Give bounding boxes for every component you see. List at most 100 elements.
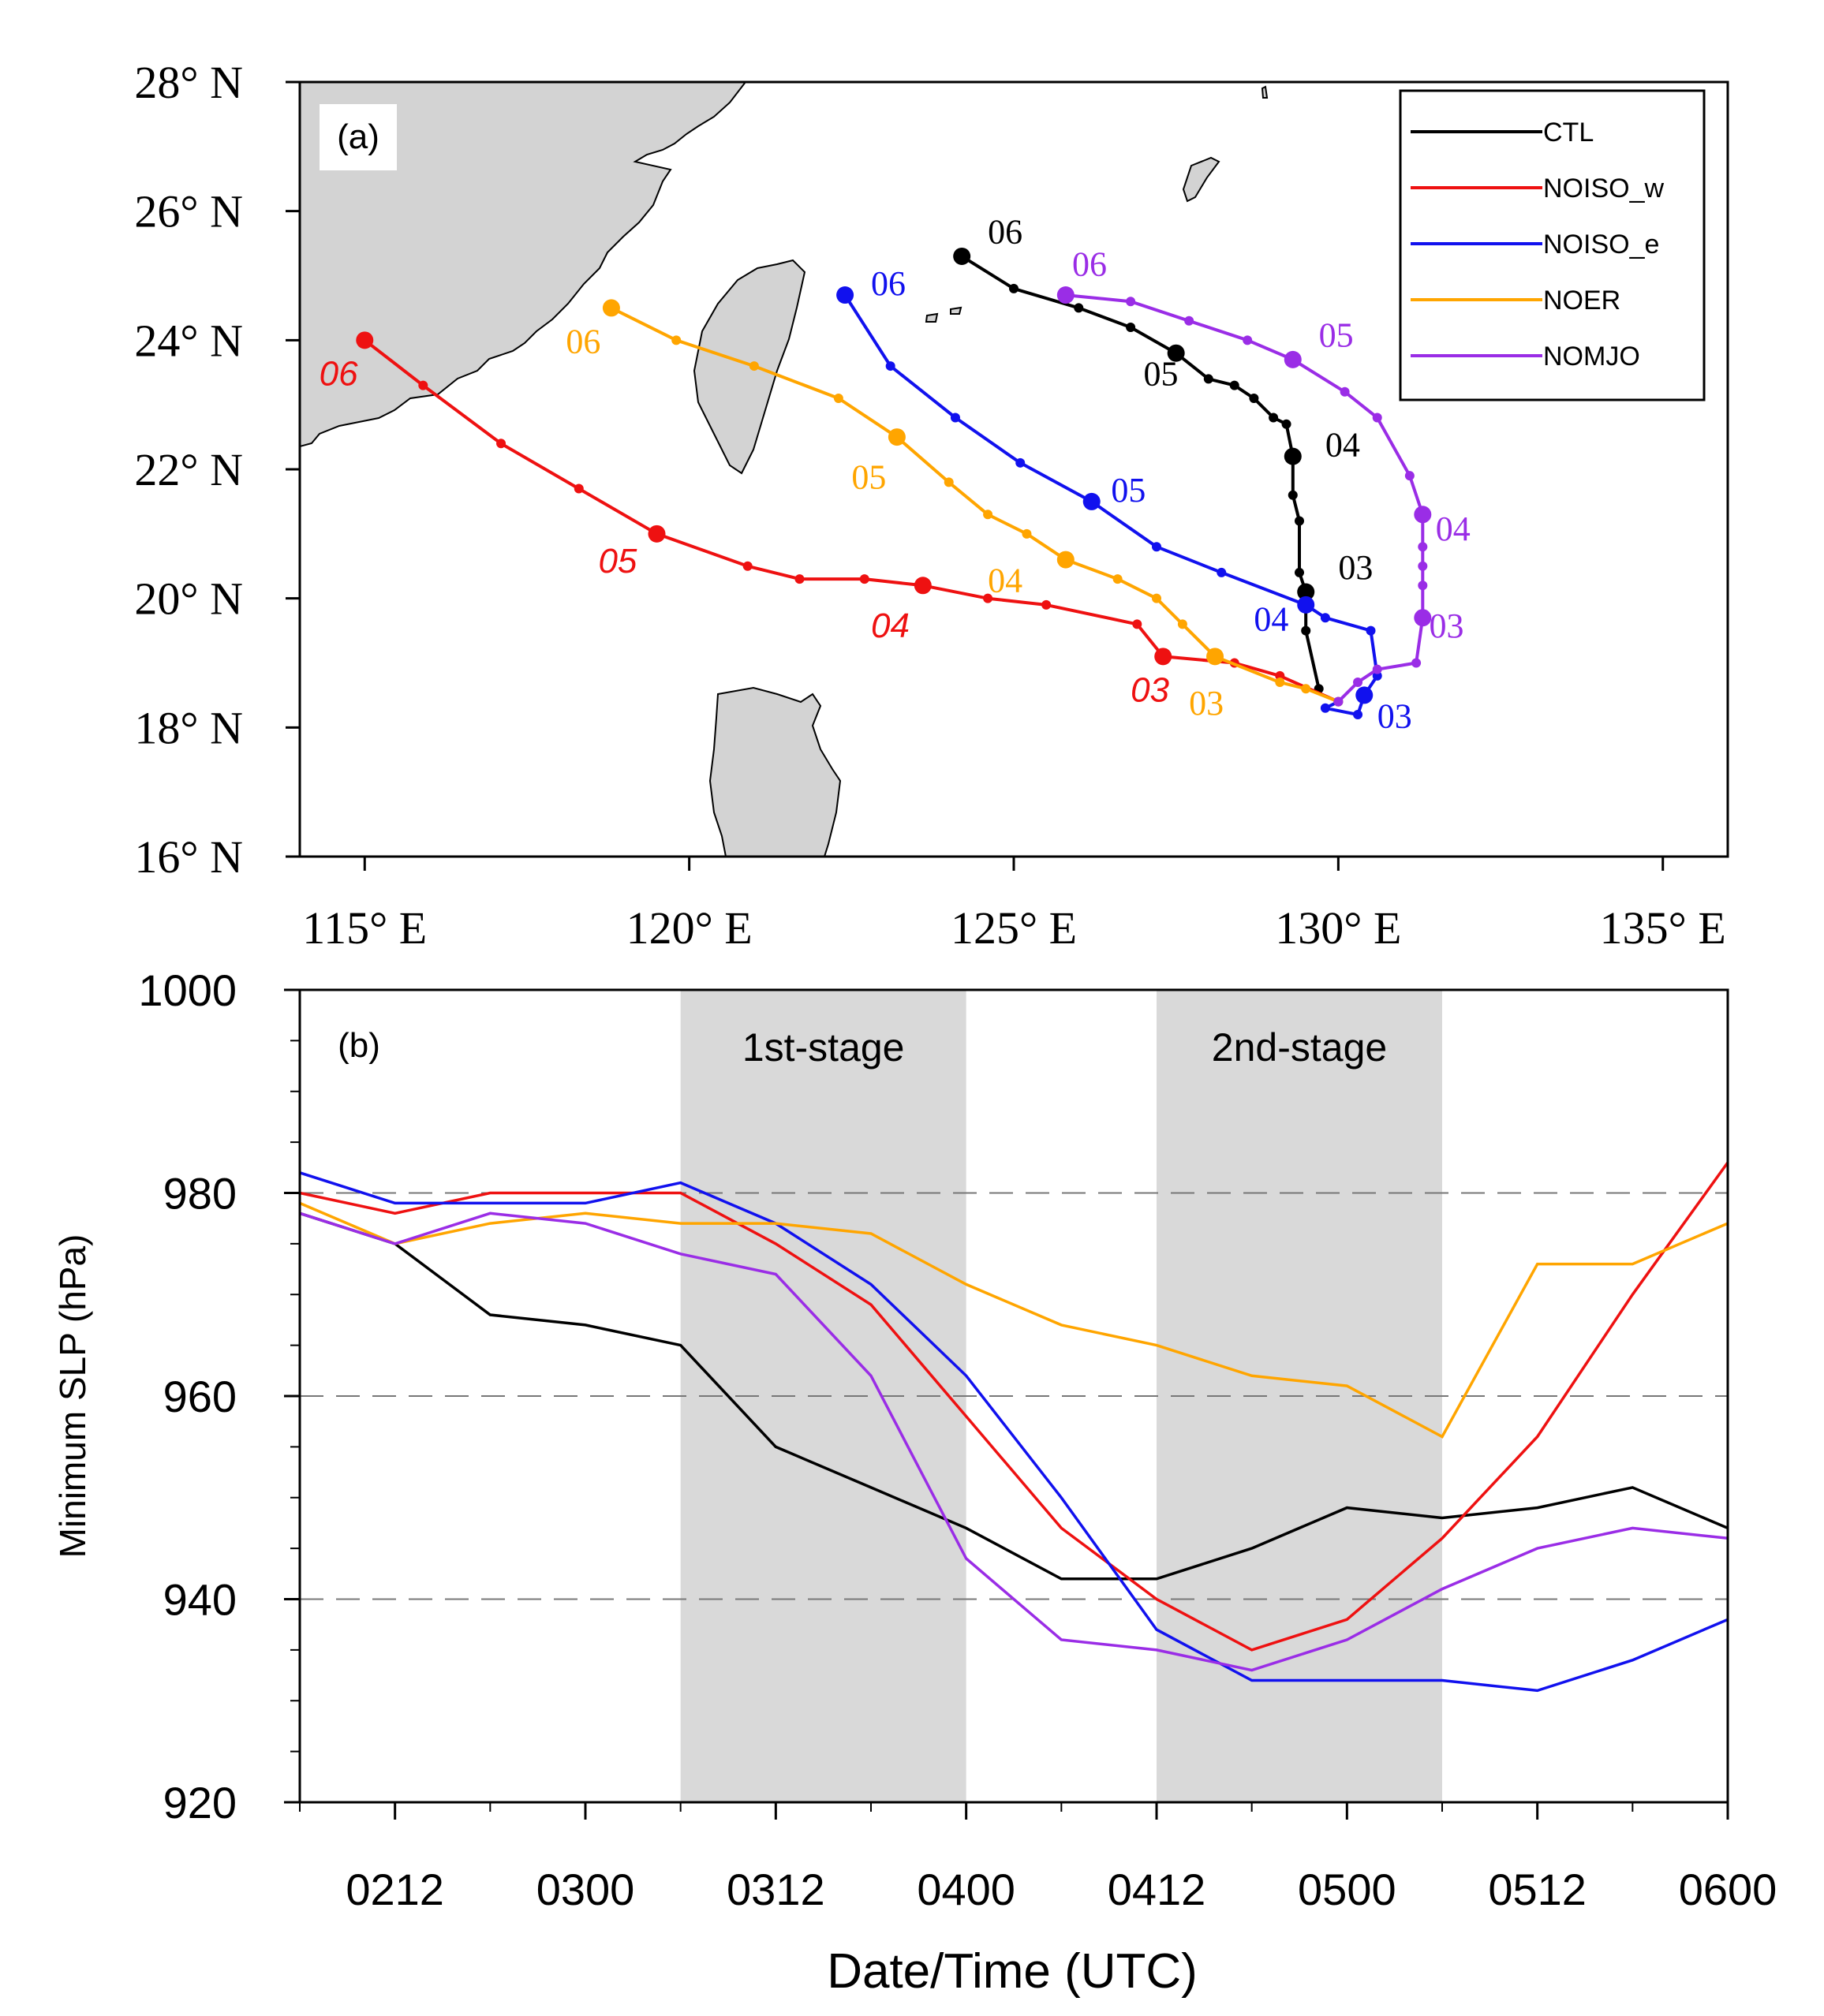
track-date-label-ctl-06: 06 xyxy=(988,213,1022,252)
track-line-noiso-w xyxy=(364,338,1340,704)
track-date-label-nomjo-06: 06 xyxy=(1072,245,1107,284)
slp-series-ctl xyxy=(300,1211,1728,1581)
track-point-nomjo-9 xyxy=(1404,471,1415,481)
luzon-island xyxy=(708,686,842,857)
track-date-label-nomjo-03: 03 xyxy=(1430,607,1464,645)
track-date-label-noer-05: 05 xyxy=(851,458,886,497)
y-tick-label-28: 28° N xyxy=(134,57,243,108)
track-day-marker-noiso-e-2 xyxy=(1082,492,1101,510)
track-day-marker-noer-0 xyxy=(1206,648,1224,666)
legend-label-nomjo: NOMJO xyxy=(1543,342,1640,371)
track-day-marker-nomjo-0 xyxy=(1414,609,1432,627)
track-point-noer-13 xyxy=(749,361,759,371)
track-point-nomjo-7 xyxy=(1418,542,1428,552)
track-point-ctl-5 xyxy=(1288,490,1298,500)
track-point-noer-2 xyxy=(1275,678,1285,688)
mainland-china-coast xyxy=(300,82,747,448)
y-tick-label-26: 26° N xyxy=(134,186,243,237)
track-point-noiso-e-13 xyxy=(885,361,895,371)
track-point-noiso-w-6 xyxy=(983,593,993,603)
small-island-d xyxy=(1261,85,1269,99)
track-point-noer-10 xyxy=(944,477,954,487)
track-noer: 03 04 05 06 xyxy=(566,299,1344,722)
track-point-noiso-w-14 xyxy=(418,380,428,390)
track-day-marker-noiso-e-1 xyxy=(1297,595,1315,614)
track-point-noiso-e-12 xyxy=(950,413,960,423)
track-point-noer-9 xyxy=(983,510,993,520)
track-day-marker-noiso-w-1 xyxy=(914,577,932,595)
track-point-noer-14 xyxy=(671,335,682,345)
track-point-ctl-8 xyxy=(1269,413,1279,423)
track-point-noer-6 xyxy=(1112,574,1123,584)
stage-label-2nd-stage: 2nd-stage xyxy=(1212,1025,1387,1070)
track-day-marker-noer-3 xyxy=(602,299,620,317)
track-point-noiso-e-11 xyxy=(1015,457,1026,468)
track-date-label-noiso-w-04: 04 xyxy=(871,607,910,645)
track-day-marker-nomjo-1 xyxy=(1414,506,1432,524)
track-point-nomjo-13 xyxy=(1243,335,1253,345)
panel-a-label-box xyxy=(320,104,397,170)
track-point-nomjo-15 xyxy=(1126,297,1136,307)
track-date-label-ctl-05: 05 xyxy=(1144,355,1179,394)
track-day-marker-ctl-1 xyxy=(1284,447,1302,465)
track-point-noer-12 xyxy=(833,393,843,403)
track-day-marker-noiso-w-0 xyxy=(1154,648,1172,666)
y-tick-label-24: 24° N xyxy=(134,315,243,366)
track-date-label-nomjo-05: 05 xyxy=(1319,316,1354,355)
slp-series-noiso-w xyxy=(300,1161,1728,1652)
x-tick-label-125: 125° E xyxy=(951,902,1077,954)
track-day-marker-noer-1 xyxy=(1056,551,1075,569)
track-point-nomjo-5 xyxy=(1418,581,1428,591)
y-tick-label-920: 920 xyxy=(163,1778,237,1827)
track-day-marker-noiso-w-3 xyxy=(356,331,374,349)
legend-label-noer: NOER xyxy=(1543,286,1620,315)
track-date-label-ctl-04: 04 xyxy=(1325,426,1360,465)
track-day-marker-nomjo-3 xyxy=(1056,286,1075,304)
slp-lines xyxy=(300,1161,1728,1693)
slp-series-nomjo xyxy=(300,1211,1728,1672)
track-date-label-noer-04: 04 xyxy=(988,561,1022,599)
track-noiso-w: 03 04 05 06 xyxy=(320,331,1344,710)
x-tick-label-0400: 0400 xyxy=(917,1865,1015,1914)
track-point-noiso-e-2 xyxy=(1353,709,1363,719)
track-point-nomjo-14 xyxy=(1184,315,1194,326)
y-tick-label-16: 16° N xyxy=(134,831,243,883)
track-point-ctl-10 xyxy=(1229,380,1239,390)
x-tick-label-0312: 0312 xyxy=(727,1865,825,1914)
slp-series-noiso-e xyxy=(300,1171,1728,1693)
stage-label-1st-stage: 1st-stage xyxy=(742,1025,905,1070)
y-tick-label-22: 22° N xyxy=(134,444,243,495)
track-point-noiso-w-12 xyxy=(574,483,584,494)
track-point-noiso-e-6 xyxy=(1320,613,1330,623)
track-day-marker-noiso-e-0 xyxy=(1355,686,1374,704)
track-point-ctl-13 xyxy=(1126,322,1136,332)
track-point-ctl-11 xyxy=(1203,374,1213,384)
track-point-noiso-e-1 xyxy=(1320,703,1330,713)
track-date-label-noiso-e-06: 06 xyxy=(871,264,906,303)
track-ctl: 03 04 05 06 xyxy=(953,213,1373,694)
track-point-noiso-w-10 xyxy=(742,561,753,571)
track-day-marker-noiso-e-3 xyxy=(836,286,854,304)
track-point-noer-4 xyxy=(1177,619,1187,629)
legend-label-noiso-w: NOISO_w xyxy=(1543,174,1664,203)
track-point-ctl-15 xyxy=(1009,283,1019,293)
track-day-marker-ctl-2 xyxy=(1167,344,1185,362)
y-axis-title: Minimum SLP (hPa) xyxy=(52,1234,93,1559)
y-tick-label-1000: 1000 xyxy=(138,965,237,1015)
panel-b-label: (b) xyxy=(338,1026,380,1065)
track-day-marker-nomjo-2 xyxy=(1284,350,1302,368)
legend-label-ctl: CTL xyxy=(1543,118,1594,147)
track-date-label-noiso-e-05: 05 xyxy=(1111,471,1146,510)
slp-axis-ticks: 920 940 960 980 1000 0212 0300 0312 0400 0412 0500… xyxy=(138,965,1777,1914)
track-point-nomjo-2 xyxy=(1372,664,1382,674)
track-point-nomjo-11 xyxy=(1340,386,1350,397)
track-date-label-noer-06: 06 xyxy=(566,323,600,361)
track-point-nomjo-0 xyxy=(1333,696,1344,707)
track-point-noiso-w-4 xyxy=(1132,619,1142,629)
track-point-nomjo-10 xyxy=(1372,413,1382,423)
track-map-panel: 03 04 05 06 03 04 05 06 03 04 05 06 03 04 05 06 03 04 05 06… xyxy=(134,57,1729,954)
x-tick-label-0300: 0300 xyxy=(536,1865,635,1914)
x-tick-label-0512: 0512 xyxy=(1488,1865,1587,1914)
track-point-nomjo-3 xyxy=(1411,658,1422,668)
